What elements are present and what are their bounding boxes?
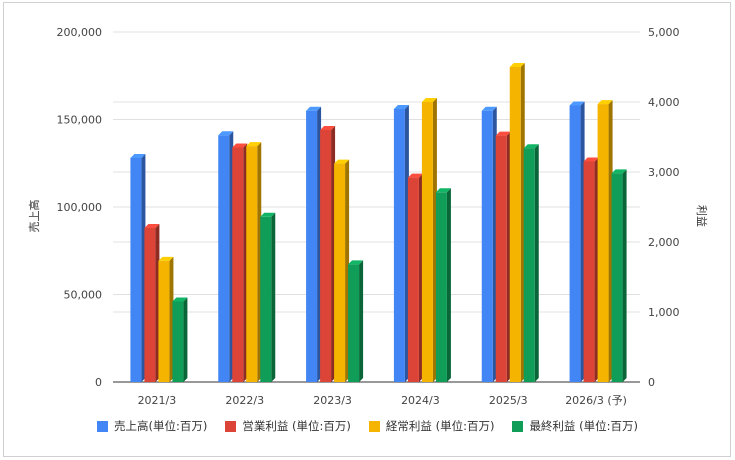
x-tick-label: 2026/3 (予) bbox=[565, 394, 627, 407]
x-axis-labels: 2021/3 2022/3 2023/3 2024/3 2025/3 2026/3 (予) bbox=[138, 394, 627, 407]
y-right-tick-label: 0 bbox=[648, 376, 655, 389]
legend-label: 売上高(単位:百万) bbox=[114, 419, 208, 433]
bar bbox=[435, 188, 451, 382]
bar bbox=[144, 224, 160, 382]
x-tick-label: 2025/3 bbox=[489, 394, 528, 407]
y-axis-right-label: 利益 bbox=[695, 205, 709, 227]
x-tick-label: 2024/3 bbox=[401, 394, 440, 407]
y-left-tick-label: 0 bbox=[95, 376, 102, 389]
bar bbox=[218, 131, 234, 382]
legend-label: 経常利益 (単位:百万) bbox=[385, 419, 495, 433]
y-right-tick-label: 2,000 bbox=[648, 236, 680, 249]
bar bbox=[246, 142, 262, 382]
bar bbox=[306, 106, 322, 382]
bar bbox=[158, 256, 174, 382]
y-left-tick-label: 50,000 bbox=[64, 289, 103, 302]
bars bbox=[130, 63, 627, 382]
bar bbox=[583, 157, 599, 382]
bar bbox=[260, 212, 276, 382]
x-tick-label: 2021/3 bbox=[138, 394, 177, 407]
legend-swatch bbox=[97, 420, 109, 432]
y-right-tick-label: 5,000 bbox=[648, 26, 680, 39]
bar bbox=[421, 98, 437, 382]
bar bbox=[130, 154, 146, 382]
y-axis-left-ticks: 0 50,000 100,000 150,000 200,000 bbox=[57, 26, 103, 389]
bar bbox=[611, 169, 627, 382]
bar bbox=[495, 131, 511, 382]
legend-label: 営業利益 (単位:百万) bbox=[242, 419, 351, 433]
bar bbox=[407, 173, 423, 382]
x-tick-label: 2023/3 bbox=[313, 394, 352, 407]
y-left-tick-label: 200,000 bbox=[57, 26, 103, 39]
y-axis-right-ticks: 0 1,000 2,000 3,000 4,000 5,000 bbox=[648, 26, 680, 389]
legend-item: 営業利益 (単位:百万) bbox=[225, 418, 351, 434]
bar bbox=[334, 159, 350, 382]
bar bbox=[569, 101, 585, 382]
legend-item: 最終利益 (単位:百万) bbox=[512, 418, 638, 434]
bar bbox=[509, 63, 525, 382]
bar bbox=[172, 297, 188, 382]
bar bbox=[320, 126, 336, 382]
y-left-tick-label: 150,000 bbox=[57, 114, 103, 127]
y-right-tick-label: 3,000 bbox=[648, 166, 680, 179]
y-right-tick-label: 1,000 bbox=[648, 306, 680, 319]
bar bbox=[523, 144, 539, 382]
x-tick-label: 2022/3 bbox=[225, 394, 264, 407]
legend-item: 経常利益 (単位:百万) bbox=[368, 418, 495, 434]
bar bbox=[232, 143, 248, 382]
bar bbox=[481, 106, 497, 382]
bar bbox=[348, 260, 364, 382]
y-axis-left-label: 売上高 bbox=[27, 200, 41, 233]
bar bbox=[393, 105, 409, 382]
y-right-tick-label: 4,000 bbox=[648, 96, 680, 109]
legend: 売上高(単位:百万) 営業利益 (単位:百万) 経常利益 (単位:百万) 最終利益 (… bbox=[0, 418, 735, 434]
legend-swatch bbox=[512, 420, 524, 432]
legend-label: 最終利益 (単位:百万) bbox=[529, 419, 638, 433]
y-left-tick-label: 100,000 bbox=[57, 201, 103, 214]
legend-swatch bbox=[368, 420, 380, 432]
legend-swatch bbox=[225, 420, 237, 432]
legend-item: 売上高(単位:百万) bbox=[97, 418, 207, 434]
gridlines bbox=[113, 31, 640, 383]
bar bbox=[597, 100, 613, 382]
